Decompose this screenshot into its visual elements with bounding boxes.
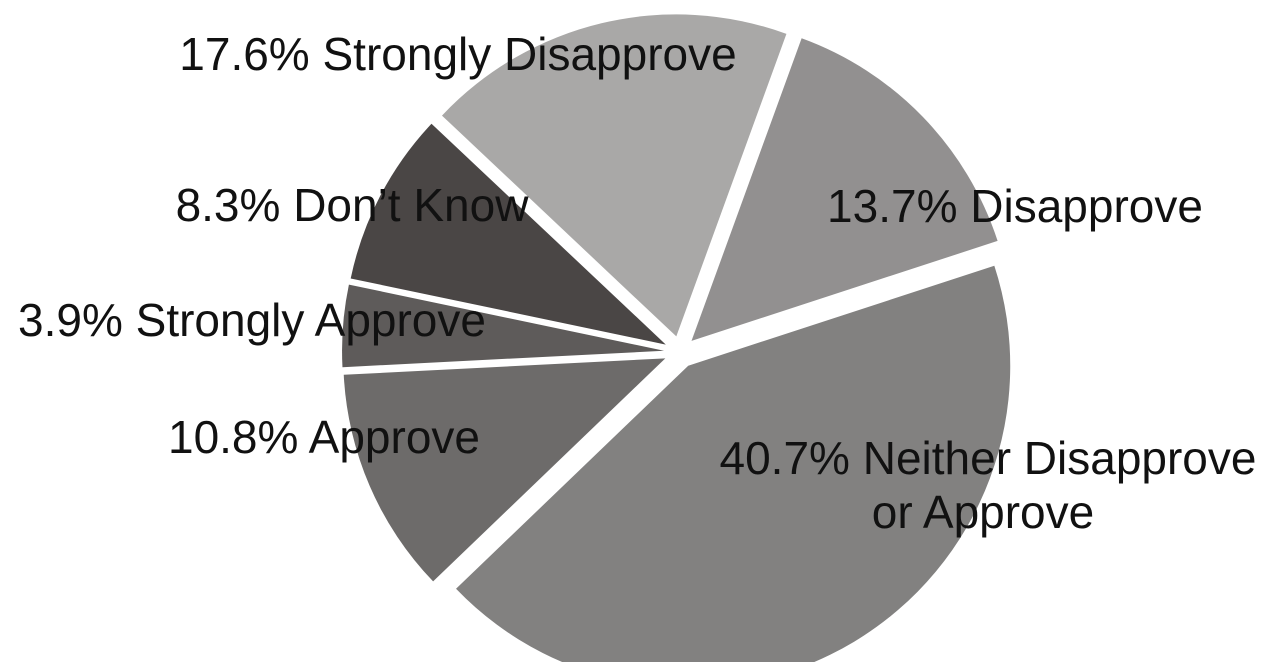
label-neither-line1: 40.7% Neither Disapprove <box>720 432 1257 484</box>
slice-strongly-disapprove <box>441 14 787 337</box>
slice-strongly-approve <box>342 284 665 368</box>
label-strongly-disapprove: 17.6% Strongly Disapprove <box>179 28 736 80</box>
label-dont-know: 8.3% Don’t Know <box>176 179 530 231</box>
slice-disapprove <box>691 38 998 341</box>
label-disapprove: 13.7% Disapprove <box>827 180 1203 232</box>
label-strongly-approve: 3.9% Strongly Approve <box>18 294 486 346</box>
slice-approve <box>343 358 666 582</box>
label-approve: 10.8% Approve <box>168 411 480 463</box>
label-neither-line2: or Approve <box>872 486 1094 538</box>
slice-neither-disapprove-or-approve <box>456 265 1011 662</box>
pie-slices <box>342 14 1011 662</box>
slice-don-t-know <box>350 123 666 345</box>
